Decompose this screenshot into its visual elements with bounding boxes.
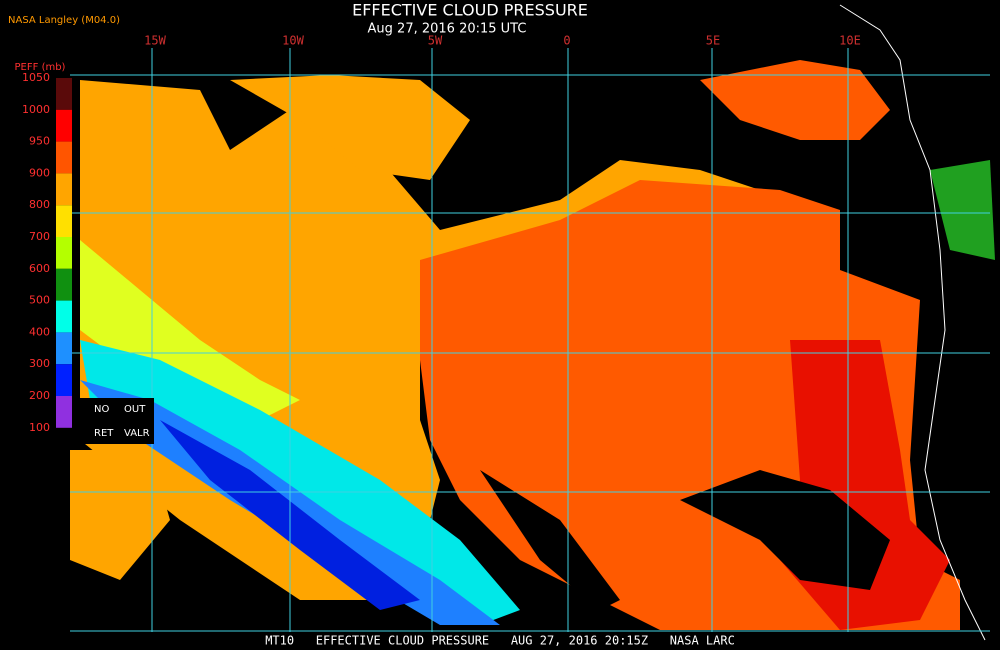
colorbar-label: 1050 xyxy=(22,71,50,84)
colorbar-label: 100 xyxy=(29,421,50,434)
colorbar-label: 500 xyxy=(29,294,50,307)
subtitle: Aug 27, 2016 20:15 UTC xyxy=(368,22,527,37)
colorbar-swatch xyxy=(56,109,72,142)
colorbar-label: 300 xyxy=(29,357,50,370)
colorbar-label: 600 xyxy=(29,262,50,275)
colorbar-swatch xyxy=(56,332,72,365)
cloud-high xyxy=(80,240,300,420)
longitude-label: 10E xyxy=(839,34,861,48)
colorbar-title: PEFF (mb) xyxy=(15,62,66,73)
cloud-higher xyxy=(80,340,520,625)
title: EFFECTIVE CLOUD PRESSURE xyxy=(352,1,588,20)
cloud-land xyxy=(930,160,995,260)
colorbar-swatch xyxy=(56,237,72,269)
org-label: NASA Langley (M04.0) xyxy=(8,15,120,26)
colorbar-label: 200 xyxy=(29,389,50,402)
clear-area xyxy=(680,470,890,590)
colorbar-label: 950 xyxy=(29,135,50,148)
colorbar-label: 400 xyxy=(29,325,50,338)
longitude-label: 5E xyxy=(706,34,720,48)
colorbar-swatch xyxy=(56,364,72,396)
longitude-label: 0 xyxy=(563,34,570,48)
colorbar-note: OUT xyxy=(124,404,146,415)
colorbar-swatch xyxy=(56,141,72,174)
note-box xyxy=(74,398,154,444)
cloud-low xyxy=(700,60,890,140)
colorbar-label: 1000 xyxy=(22,103,50,116)
colorbar-swatch xyxy=(56,78,72,110)
colorbar-label: 700 xyxy=(29,230,50,243)
colorbar-swatch xyxy=(56,300,72,333)
colorbar-swatch xyxy=(56,396,72,428)
colorbar-swatch xyxy=(56,205,72,237)
longitude-label: 15W xyxy=(144,34,166,48)
colorbar-label: 800 xyxy=(29,198,50,211)
colorbar-swatch xyxy=(56,173,72,206)
coastline xyxy=(839,4,986,641)
cloud-mid xyxy=(70,450,170,580)
colorbar-note: NO xyxy=(94,404,109,415)
colorbar-note: RET xyxy=(94,428,114,439)
footer: MT10 EFFECTIVE CLOUD PRESSURE AUG 27, 20… xyxy=(265,634,735,648)
colorbar-note: VALR xyxy=(124,428,150,439)
longitude-label: 5W xyxy=(428,34,443,48)
colorbar-label: 900 xyxy=(29,166,50,179)
clear-area xyxy=(480,470,620,610)
colorbar-swatch xyxy=(56,268,72,301)
longitude-label: 10W xyxy=(282,34,304,48)
graticule xyxy=(70,48,990,632)
